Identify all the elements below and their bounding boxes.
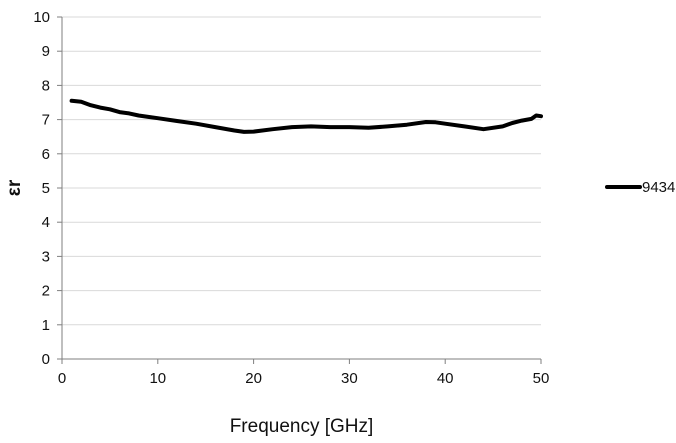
y-tick-label-4: 4 <box>42 214 50 231</box>
series-lines <box>69 98 543 134</box>
y-tick-label-2: 2 <box>42 283 50 300</box>
x-tick-label-30: 30 <box>341 370 358 387</box>
y-tick-label-0: 0 <box>42 351 50 368</box>
y-axis-title: εr <box>4 179 25 196</box>
x-axis-title: Frequency [GHz] <box>230 416 374 437</box>
y-tick-label-9: 9 <box>42 43 50 60</box>
x-tick-label-10: 10 <box>149 370 166 387</box>
grid-lines <box>62 16 541 326</box>
x-tick-label-0: 0 <box>58 370 66 387</box>
y-tick-label-1: 1 <box>42 317 50 334</box>
y-tick-label-6: 6 <box>42 146 50 163</box>
series-line-9434 <box>69 98 543 134</box>
legend-label-9434: 9434 <box>642 179 675 196</box>
y-tick-label-7: 7 <box>42 112 50 129</box>
legend: 9434 <box>605 179 675 196</box>
tick-labels: 0 1 2 3 4 5 6 7 8 9 10 0 10 20 30 40 50 <box>33 9 549 387</box>
x-tick-label-40: 40 <box>437 370 454 387</box>
x-tick-label-20: 20 <box>245 370 262 387</box>
y-tick-label-3: 3 <box>42 248 50 265</box>
y-tick-label-8: 8 <box>42 77 50 94</box>
y-tick-label-5: 5 <box>42 180 50 197</box>
y-tick-label-10: 10 <box>33 9 50 26</box>
x-tick-label-50: 50 <box>533 370 550 387</box>
